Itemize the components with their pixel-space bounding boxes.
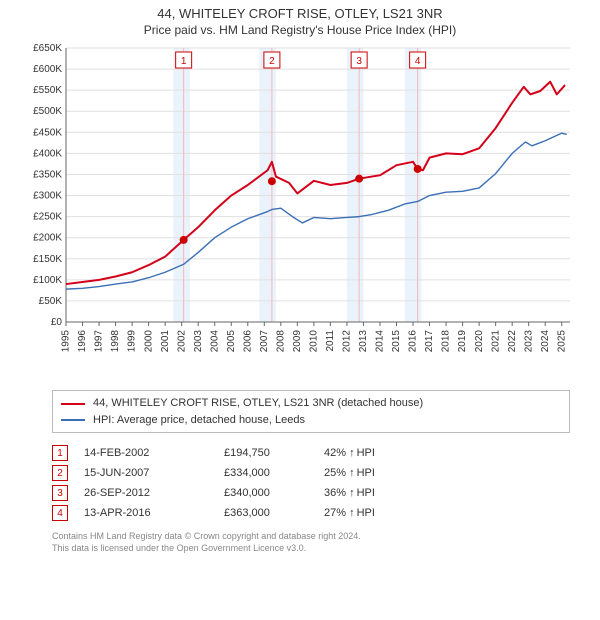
svg-text:2006: 2006 (242, 330, 253, 353)
svg-text:£100K: £100K (33, 275, 62, 286)
legend-swatch-property (61, 403, 85, 405)
sales-table: 1 14-FEB-2002 £194,750 42% ↑HPI 2 15-JUN… (52, 441, 570, 525)
sale-date-2: 15-JUN-2007 (84, 467, 224, 479)
legend-box: 44, WHITELEY CROFT RISE, OTLEY, LS21 3NR… (52, 390, 570, 433)
svg-text:2002: 2002 (176, 330, 187, 353)
svg-text:1999: 1999 (127, 330, 138, 353)
svg-text:2001: 2001 (160, 330, 171, 353)
svg-text:2003: 2003 (193, 330, 204, 353)
sale-marker-4: 4 (52, 505, 68, 521)
sale-price-3: £340,000 (224, 487, 324, 499)
svg-text:2000: 2000 (143, 330, 154, 353)
svg-text:2020: 2020 (474, 330, 485, 353)
svg-text:2007: 2007 (259, 330, 270, 353)
legend-row-hpi: HPI: Average price, detached house, Leed… (61, 412, 561, 429)
svg-text:2025: 2025 (556, 330, 567, 353)
svg-text:2015: 2015 (391, 330, 402, 353)
sale-pct-3: 36% ↑HPI (324, 487, 384, 499)
sale-date-4: 13-APR-2016 (84, 507, 224, 519)
footer-line2: This data is licensed under the Open Gov… (52, 543, 570, 555)
svg-text:4: 4 (415, 56, 421, 67)
svg-text:3: 3 (356, 56, 362, 67)
sale-price-4: £363,000 (224, 507, 324, 519)
chart-svg: £0 £50K £100K £150K £200K £250K £300K £350K £400… (20, 42, 580, 382)
svg-text:£550K: £550K (33, 86, 62, 97)
svg-text:2018: 2018 (441, 330, 452, 353)
legend-row-property: 44, WHITELEY CROFT RISE, OTLEY, LS21 3NR… (61, 395, 561, 412)
sale-row-3: 3 26-SEP-2012 £340,000 36% ↑HPI (52, 485, 570, 501)
svg-text:2016: 2016 (408, 330, 419, 353)
up-arrow-icon: ↑ (349, 447, 355, 459)
sale-row-2: 2 15-JUN-2007 £334,000 25% ↑HPI (52, 465, 570, 481)
svg-text:£50K: £50K (39, 296, 63, 307)
svg-text:2011: 2011 (325, 330, 336, 352)
svg-text:2012: 2012 (342, 330, 353, 353)
svg-text:2004: 2004 (209, 330, 220, 353)
page-root: 44, WHITELEY CROFT RISE, OTLEY, LS21 3NR… (0, 0, 600, 620)
attribution-footer: Contains HM Land Registry data © Crown c… (52, 531, 570, 554)
svg-text:2021: 2021 (490, 330, 501, 353)
sale-row-1: 1 14-FEB-2002 £194,750 42% ↑HPI (52, 445, 570, 461)
legend-label-hpi: HPI: Average price, detached house, Leed… (93, 412, 305, 429)
svg-text:2017: 2017 (424, 330, 435, 353)
up-arrow-icon: ↑ (349, 467, 355, 479)
sale-date-3: 26-SEP-2012 (84, 487, 224, 499)
svg-text:1: 1 (181, 56, 187, 67)
svg-text:1995: 1995 (61, 330, 72, 353)
svg-text:2014: 2014 (375, 330, 386, 353)
sale-date-1: 14-FEB-2002 (84, 447, 224, 459)
svg-text:2009: 2009 (292, 330, 303, 353)
svg-text:£400K: £400K (33, 149, 62, 160)
svg-text:£500K: £500K (33, 107, 62, 118)
svg-text:£650K: £650K (33, 43, 62, 54)
footer-line1: Contains HM Land Registry data © Crown c… (52, 531, 570, 543)
svg-text:1998: 1998 (110, 330, 121, 353)
svg-text:2: 2 (269, 56, 275, 67)
svg-text:2024: 2024 (540, 330, 551, 353)
up-arrow-icon: ↑ (349, 487, 355, 499)
sale-pct-1: 42% ↑HPI (324, 447, 384, 459)
legend-label-property: 44, WHITELEY CROFT RISE, OTLEY, LS21 3NR… (93, 395, 423, 412)
svg-text:£600K: £600K (33, 65, 62, 76)
sale-marker-2: 2 (52, 465, 68, 481)
sale-price-2: £334,000 (224, 467, 324, 479)
sale-price-1: £194,750 (224, 447, 324, 459)
svg-text:£350K: £350K (33, 170, 62, 181)
svg-text:£200K: £200K (33, 233, 62, 244)
svg-text:£0: £0 (51, 317, 63, 328)
chart-title-block: 44, WHITELEY CROFT RISE, OTLEY, LS21 3NR… (10, 6, 590, 38)
up-arrow-icon: ↑ (349, 507, 355, 519)
chart-title-line1: 44, WHITELEY CROFT RISE, OTLEY, LS21 3NR (10, 6, 590, 23)
svg-text:2019: 2019 (457, 330, 468, 353)
svg-text:2005: 2005 (226, 330, 237, 353)
sale-pct-4: 27% ↑HPI (324, 507, 384, 519)
chart-title-line2: Price paid vs. HM Land Registry's House … (10, 23, 590, 39)
sale-marker-3: 3 (52, 485, 68, 501)
svg-text:2013: 2013 (358, 330, 369, 353)
svg-text:£250K: £250K (33, 212, 62, 223)
svg-text:1996: 1996 (77, 330, 88, 353)
legend-swatch-hpi (61, 419, 85, 421)
svg-text:2010: 2010 (309, 330, 320, 353)
sale-row-4: 4 13-APR-2016 £363,000 27% ↑HPI (52, 505, 570, 521)
svg-text:£300K: £300K (33, 191, 62, 202)
svg-text:2008: 2008 (275, 330, 286, 353)
price-chart: £0 £50K £100K £150K £200K £250K £300K £350K £400… (20, 42, 580, 382)
svg-text:2022: 2022 (507, 330, 518, 353)
svg-text:£450K: £450K (33, 128, 62, 139)
svg-text:2023: 2023 (523, 330, 534, 353)
sale-marker-1: 1 (52, 445, 68, 461)
svg-text:1997: 1997 (94, 330, 105, 353)
svg-text:£150K: £150K (33, 254, 62, 265)
sale-pct-2: 25% ↑HPI (324, 467, 384, 479)
